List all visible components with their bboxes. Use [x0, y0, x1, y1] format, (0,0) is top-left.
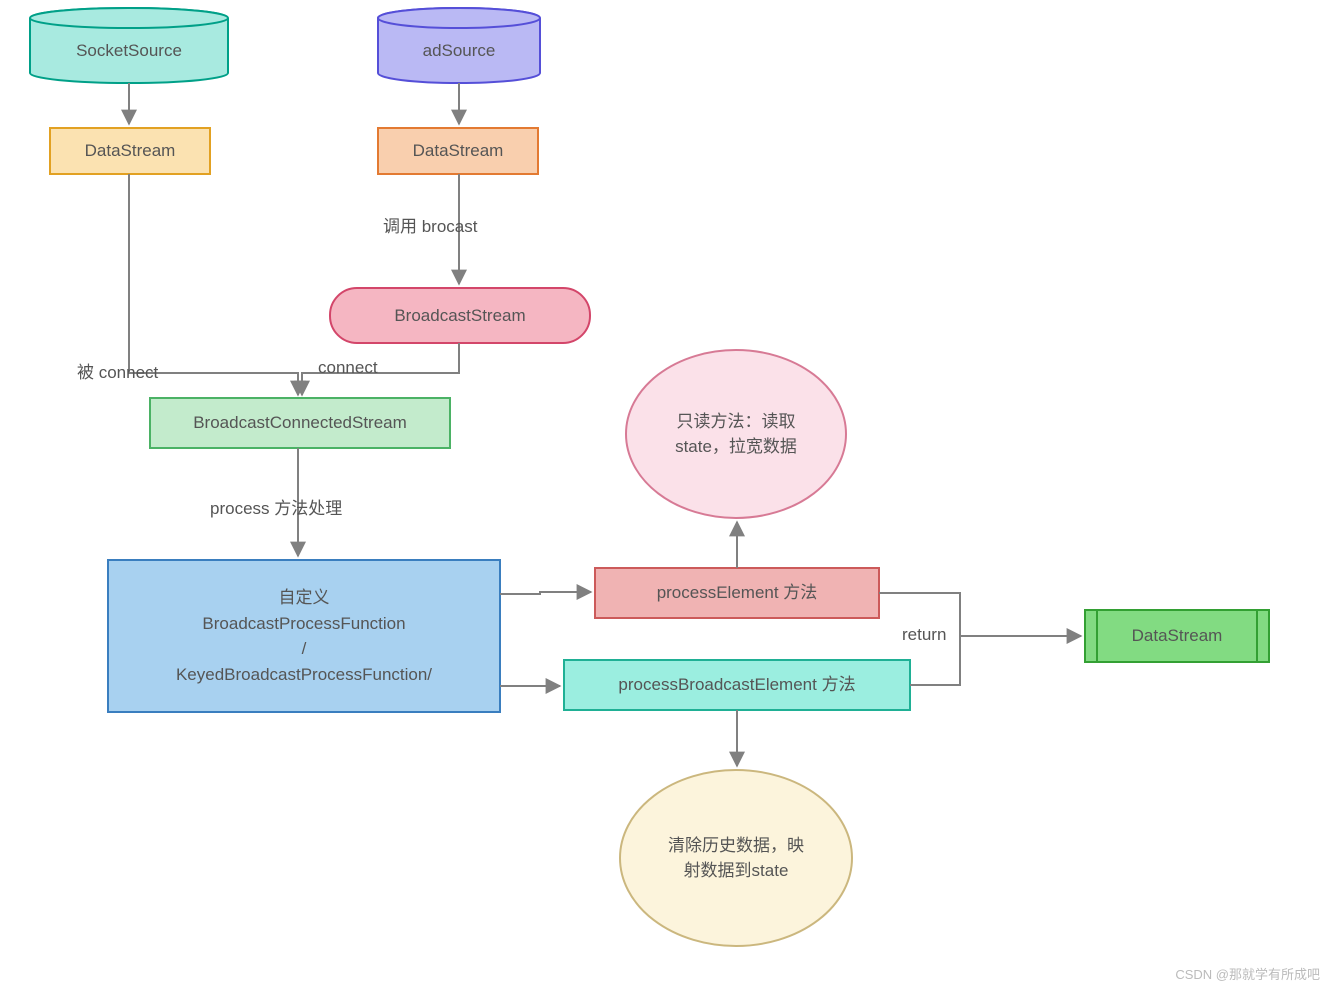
node-broadcastConnected	[150, 398, 450, 448]
node-readOnly	[626, 350, 846, 518]
node-dataStreamOut	[1085, 610, 1269, 662]
node-clearHistory	[620, 770, 852, 946]
node-processBroadcast	[564, 660, 910, 710]
edge-10	[879, 593, 1081, 636]
node-broadcastStream	[330, 288, 590, 343]
edge-4	[302, 343, 459, 395]
edge-6	[500, 592, 591, 594]
node-dataStream1	[50, 128, 210, 174]
node-processElement	[595, 568, 879, 618]
node-socketSource	[30, 8, 228, 83]
watermark: CSDN @那就学有所成吧	[1175, 964, 1320, 983]
edge-11	[910, 636, 960, 685]
node-dataStream2	[378, 128, 538, 174]
node-adSource	[378, 8, 540, 83]
edge-3	[129, 174, 298, 395]
node-customFunc	[108, 560, 500, 712]
